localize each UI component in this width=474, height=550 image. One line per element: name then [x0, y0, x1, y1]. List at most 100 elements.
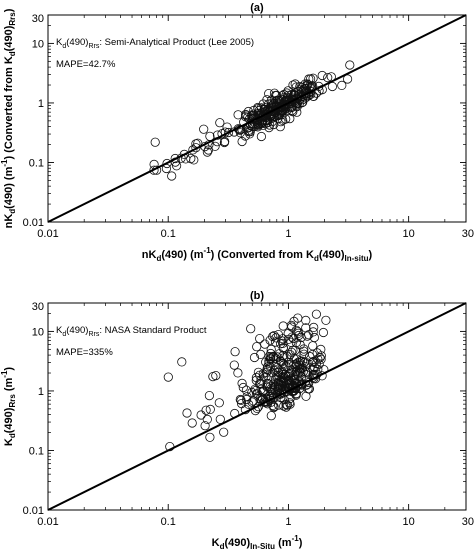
data-point — [268, 351, 278, 361]
data-point — [251, 375, 261, 385]
data-point — [278, 358, 288, 369]
panel-title: (b) — [250, 290, 264, 302]
data-point — [276, 117, 286, 127]
data-point — [196, 410, 206, 420]
data-point — [237, 136, 247, 147]
data-point — [309, 322, 319, 332]
x-tick-label: 1 — [285, 516, 291, 528]
y-tick-label: 0.01 — [23, 505, 44, 517]
data-point — [205, 131, 215, 141]
data-point — [317, 70, 327, 81]
data-point — [149, 165, 159, 175]
data-point — [289, 316, 299, 326]
x-tick-label: 10 — [403, 228, 415, 240]
data-point — [236, 395, 246, 405]
data-point — [241, 109, 251, 120]
data-point — [269, 365, 279, 375]
data-point — [276, 101, 286, 111]
data-point — [285, 114, 295, 124]
data-point — [256, 103, 266, 113]
x-axis-label: nKd(490) (m-1) (Converted from Kd(490)In… — [142, 246, 373, 263]
x-tick-label: 0.1 — [161, 516, 176, 528]
annotation-mape: MAPE=42.7% — [56, 59, 116, 70]
data-point — [199, 124, 209, 134]
data-point — [279, 360, 289, 370]
data-point — [293, 327, 303, 337]
data-point — [255, 370, 265, 380]
data-point — [202, 414, 212, 424]
plot-frame — [47, 302, 467, 511]
data-point — [162, 158, 172, 169]
data-point — [215, 414, 225, 424]
data-point — [219, 137, 229, 148]
data-point — [287, 102, 297, 112]
y-tick-label: 10 — [32, 326, 44, 338]
data-point — [305, 81, 315, 92]
data-point — [273, 400, 284, 410]
data-point — [318, 327, 328, 338]
chart-panel-1: 0.01 0.1 1 10 30 0.01 0.1 1 10 30 (a) Kd(490)Rrs: S… — [0, 2, 474, 263]
data-point — [260, 339, 270, 349]
y-tick-label: 0.1 — [29, 445, 44, 457]
data-point — [263, 365, 273, 375]
y-tick-label: 1 — [38, 386, 44, 398]
data-point — [282, 88, 292, 98]
data-point — [233, 110, 243, 120]
data-point — [262, 364, 272, 374]
data-point — [295, 340, 305, 350]
data-point — [300, 83, 310, 94]
data-point — [264, 89, 274, 99]
data-point — [246, 324, 256, 334]
data-point — [288, 345, 298, 355]
data-point — [311, 309, 321, 319]
data-point — [189, 155, 199, 165]
data-point — [270, 353, 280, 364]
data-point — [201, 405, 211, 415]
data-point — [235, 394, 245, 405]
data-point — [256, 384, 266, 394]
data-point — [286, 368, 296, 378]
data-point — [202, 147, 212, 157]
data-point — [323, 73, 333, 83]
one-to-one-line — [47, 14, 467, 223]
one-to-one-line — [47, 302, 467, 511]
data-point — [237, 378, 247, 388]
data-point — [172, 161, 182, 171]
data-point — [311, 358, 321, 369]
data-point — [249, 352, 260, 363]
data-point — [170, 153, 180, 164]
x-tick-label: 30 — [462, 228, 474, 240]
data-point — [266, 411, 276, 421]
data-point — [321, 315, 331, 325]
x-tick-label: 10 — [403, 516, 415, 528]
data-point — [182, 408, 192, 418]
y-tick-label: 30 — [32, 301, 44, 313]
data-point — [208, 371, 218, 382]
annotation-mape: MAPE=335% — [56, 347, 113, 358]
data-point — [283, 334, 294, 344]
data-point — [215, 118, 225, 128]
data-point — [307, 357, 318, 367]
y-axis-label: Kd(490)Rrs (m-1) — [0, 367, 17, 447]
data-point — [309, 373, 319, 384]
data-point — [210, 141, 220, 151]
data-point — [301, 367, 311, 377]
data-point — [273, 384, 283, 394]
data-point — [253, 104, 263, 114]
data-point — [294, 330, 304, 341]
x-tick-label: 30 — [462, 516, 474, 528]
data-point — [313, 364, 323, 374]
data-point — [177, 357, 187, 367]
data-point — [242, 394, 252, 405]
data-point — [268, 400, 278, 410]
data-point — [238, 382, 248, 393]
data-point — [278, 343, 288, 353]
data-point — [294, 364, 304, 374]
data-point — [258, 386, 268, 396]
data-point — [253, 402, 263, 412]
data-point — [291, 389, 301, 399]
data-point — [229, 360, 239, 370]
data-point — [309, 356, 319, 366]
data-point — [243, 106, 253, 117]
